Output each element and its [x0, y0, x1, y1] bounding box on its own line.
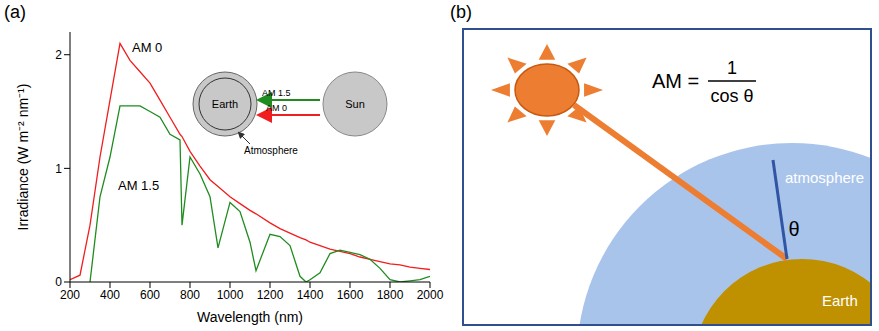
- svg-text:Earth: Earth: [212, 98, 238, 110]
- svg-text:atmosphere: atmosphere: [785, 169, 864, 186]
- svg-text:2000: 2000: [417, 288, 444, 302]
- svg-text:1200: 1200: [257, 288, 284, 302]
- svg-text:Atmosphere: Atmosphere: [244, 145, 298, 156]
- svg-text:AM 0: AM 0: [132, 40, 162, 55]
- svg-text:AM 1.5: AM 1.5: [262, 88, 291, 98]
- svg-text:1: 1: [55, 162, 62, 176]
- svg-text:AM 0: AM 0: [266, 103, 287, 113]
- svg-text:0: 0: [55, 275, 62, 289]
- svg-text:1400: 1400: [297, 288, 324, 302]
- svg-text:800: 800: [180, 288, 200, 302]
- html-text:(a): (a): [4, 2, 26, 22]
- svg-text:1: 1: [727, 58, 737, 78]
- svg-text:AM =: AM =: [652, 70, 699, 92]
- svg-text:200: 200: [60, 288, 80, 302]
- svg-text:cos θ: cos θ: [710, 86, 753, 106]
- svg-text:2: 2: [55, 48, 62, 62]
- svg-text:Wavelength (nm): Wavelength (nm): [197, 309, 303, 325]
- svg-text:θ: θ: [788, 218, 799, 240]
- svg-text:1800: 1800: [377, 288, 404, 302]
- svg-text:AM 1.5: AM 1.5: [118, 178, 159, 193]
- svg-text:1000: 1000: [217, 288, 244, 302]
- svg-text:600: 600: [140, 288, 160, 302]
- html-text:(b): (b): [450, 2, 472, 22]
- svg-text:Irradiance (W m⁻² nm⁻¹): Irradiance (W m⁻² nm⁻¹): [15, 84, 31, 231]
- svg-text:400: 400: [100, 288, 120, 302]
- svg-text:Earth: Earth: [822, 292, 858, 309]
- svg-text:Sun: Sun: [345, 98, 365, 110]
- svg-text:1600: 1600: [337, 288, 364, 302]
